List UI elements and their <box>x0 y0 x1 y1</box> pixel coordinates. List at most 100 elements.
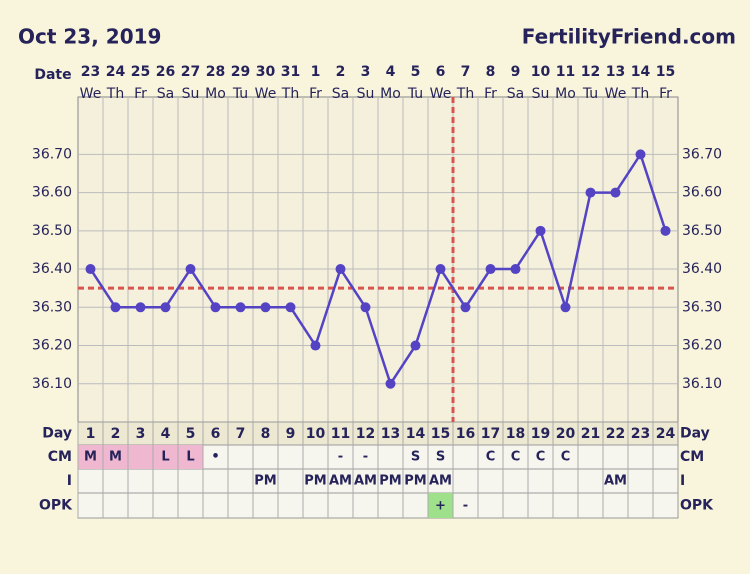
intercourse-entry: AM <box>354 474 377 489</box>
weekday: We <box>255 86 277 102</box>
temp-point <box>185 264 196 275</box>
day-number: 12 <box>356 426 375 442</box>
date-number: 25 <box>131 64 150 80</box>
intercourse-entry: PM <box>304 474 326 489</box>
chart-date: Oct 23, 2019 <box>18 25 161 49</box>
day-number: 24 <box>656 426 676 442</box>
y-tick-label: 36.70 <box>32 146 72 162</box>
intercourse-entry: PM <box>404 474 426 489</box>
temp-point <box>360 302 371 313</box>
day-number: 2 <box>111 426 121 442</box>
day-number: 20 <box>556 426 576 442</box>
temp-point <box>135 302 146 313</box>
weekday: Fr <box>309 86 322 102</box>
intercourse-entry: PM <box>379 474 401 489</box>
weekday: We <box>430 86 452 102</box>
date-number: 11 <box>556 64 575 80</box>
row-label-right: I <box>680 473 685 489</box>
day-number: 19 <box>531 426 550 442</box>
temp-point <box>310 340 321 351</box>
row-label: Day <box>42 426 72 442</box>
weekday: Th <box>456 86 474 102</box>
temp-point <box>210 302 221 313</box>
weekday: Fr <box>659 86 672 102</box>
date-number: 30 <box>256 64 276 80</box>
temp-point <box>235 302 246 313</box>
weekday: Su <box>182 86 200 102</box>
temp-point <box>435 264 446 275</box>
day-number: 14 <box>406 426 426 442</box>
date-number: 7 <box>461 64 471 80</box>
y-tick-label: 36.40 <box>32 261 72 277</box>
row-label-right: OPK <box>680 498 714 514</box>
site-name: FertilityFriend.com <box>522 25 736 49</box>
y-tick-label-right: 36.60 <box>682 185 722 201</box>
period-cell <box>78 445 103 469</box>
opk-entry: + <box>435 499 446 514</box>
day-number: 8 <box>261 426 271 442</box>
temp-point <box>510 264 521 275</box>
day-number: 10 <box>306 426 326 442</box>
y-tick-label-right: 36.20 <box>682 338 722 354</box>
weekday: Sa <box>332 86 349 102</box>
y-tick-label: 36.30 <box>32 299 72 315</box>
cm-entry: C <box>511 450 521 465</box>
day-number: 1 <box>86 426 96 442</box>
weekday: Sa <box>507 86 524 102</box>
weekday: Mo <box>205 86 226 102</box>
day-number: 17 <box>481 426 500 442</box>
y-tick-label: 36.60 <box>32 185 72 201</box>
temp-point <box>460 302 471 313</box>
temp-point <box>335 264 346 275</box>
day-number: 13 <box>381 426 400 442</box>
date-number: 23 <box>81 64 100 80</box>
date-number: 27 <box>181 64 200 80</box>
intercourse-entry: AM <box>429 474 452 489</box>
weekday: Tu <box>407 86 423 102</box>
date-number: 5 <box>411 64 421 80</box>
day-number: 11 <box>331 426 350 442</box>
opk-entry: - <box>463 499 468 514</box>
temp-point <box>385 378 396 389</box>
temp-line <box>89 151 667 387</box>
cm-entry: L <box>186 450 194 465</box>
y-tick-label-right: 36.30 <box>682 299 722 315</box>
row-label: CM <box>48 449 72 465</box>
temp-point <box>85 264 96 275</box>
cm-entry: M <box>84 450 97 465</box>
period-cell <box>103 445 128 469</box>
cm-entry: S <box>411 450 420 465</box>
cm-entry: C <box>561 450 571 465</box>
date-number: 13 <box>606 64 625 80</box>
temp-point <box>485 264 496 275</box>
weekday: We <box>605 86 627 102</box>
date-number: 14 <box>631 64 651 80</box>
cm-entry: C <box>486 450 496 465</box>
date-number: 8 <box>486 64 496 80</box>
weekday: Mo <box>555 86 576 102</box>
intercourse-entry: AM <box>329 474 352 489</box>
temp-point <box>410 340 421 351</box>
intercourse-entry: PM <box>254 474 276 489</box>
day-number: 4 <box>161 426 171 442</box>
intercourse-entry: AM <box>604 474 627 489</box>
weekday: Fr <box>484 86 497 102</box>
day-number: 22 <box>606 426 625 442</box>
date-number: 3 <box>361 64 371 80</box>
row-label-right: CM <box>680 449 704 465</box>
cm-entry: S <box>436 450 445 465</box>
cm-entry: • <box>211 450 219 465</box>
day-number: 16 <box>456 426 475 442</box>
weekday: Th <box>106 86 124 102</box>
y-tick-label-right: 36.10 <box>682 376 722 392</box>
date-number: 24 <box>106 64 126 80</box>
cm-entry: - <box>338 450 343 465</box>
weekday: Su <box>357 86 375 102</box>
day-number: 6 <box>211 426 221 442</box>
y-tick-label-right: 36.70 <box>682 146 722 162</box>
y-tick-label: 36.10 <box>32 376 72 392</box>
day-number: 23 <box>631 426 650 442</box>
date-number: 10 <box>531 64 551 80</box>
y-tick-label-right: 36.50 <box>682 223 722 239</box>
weekday: Tu <box>232 86 248 102</box>
